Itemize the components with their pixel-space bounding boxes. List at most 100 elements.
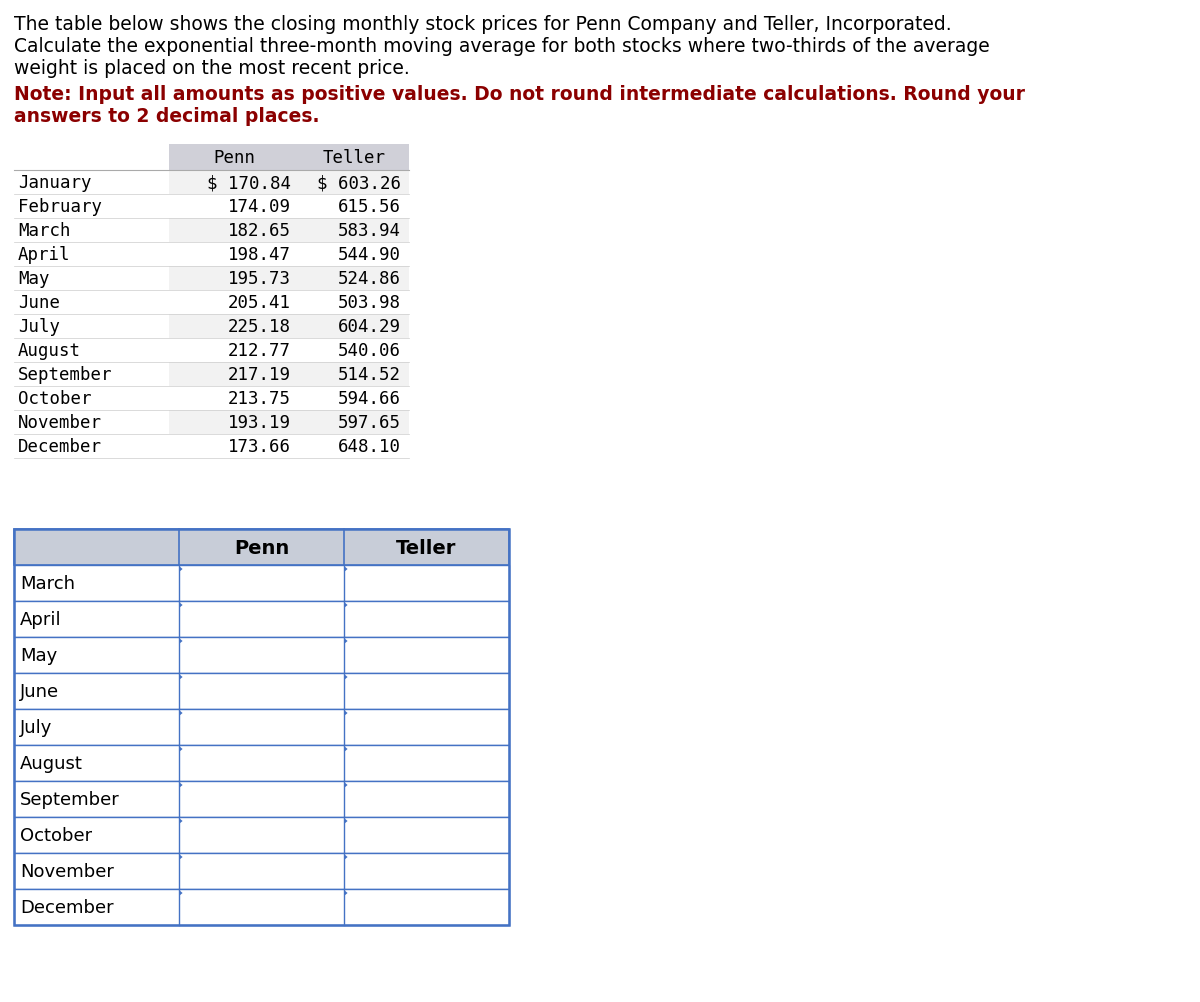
Text: 648.10: 648.10 — [338, 438, 401, 456]
Polygon shape — [344, 783, 348, 789]
Text: 212.77: 212.77 — [228, 342, 292, 360]
Text: June: June — [18, 294, 60, 312]
Polygon shape — [344, 674, 348, 680]
Polygon shape — [344, 890, 348, 896]
Bar — [169, 339, 409, 363]
Text: 182.65: 182.65 — [228, 221, 292, 239]
Text: $ 603.26: $ 603.26 — [317, 173, 401, 191]
Text: $ 170.84: $ 170.84 — [208, 173, 292, 191]
Text: October: October — [20, 827, 92, 844]
Text: 225.18: 225.18 — [228, 318, 292, 336]
Bar — [169, 411, 409, 435]
Bar — [169, 387, 409, 411]
Polygon shape — [344, 602, 348, 608]
Text: 205.41: 205.41 — [228, 294, 292, 312]
Text: November: November — [18, 414, 102, 432]
Bar — [169, 267, 409, 291]
Bar — [169, 363, 409, 387]
Bar — [169, 218, 409, 242]
Text: August: August — [20, 755, 83, 773]
Text: Teller: Teller — [323, 149, 385, 167]
Polygon shape — [179, 674, 182, 680]
Bar — [169, 194, 409, 218]
Text: 604.29: 604.29 — [338, 318, 401, 336]
Text: November: November — [20, 862, 114, 880]
Text: Note: Input all amounts as positive values. Do not round intermediate calculatio: Note: Input all amounts as positive valu… — [14, 85, 1025, 104]
Polygon shape — [344, 854, 348, 860]
Text: 174.09: 174.09 — [228, 197, 292, 215]
Text: May: May — [20, 646, 58, 664]
Polygon shape — [179, 854, 182, 860]
Text: 503.98: 503.98 — [338, 294, 401, 312]
Text: 198.47: 198.47 — [228, 245, 292, 264]
Polygon shape — [179, 746, 182, 753]
Text: 193.19: 193.19 — [228, 414, 292, 432]
Text: 597.65: 597.65 — [338, 414, 401, 432]
Polygon shape — [179, 783, 182, 789]
Bar — [169, 315, 409, 339]
Bar — [14, 818, 509, 853]
Text: 217.19: 217.19 — [228, 366, 292, 384]
Text: The table below shows the closing monthly stock prices for Penn Company and Tell: The table below shows the closing monthl… — [14, 15, 952, 34]
Text: 544.90: 544.90 — [338, 245, 401, 264]
Polygon shape — [179, 638, 182, 644]
Text: September: September — [18, 366, 113, 384]
Text: March: March — [18, 221, 71, 239]
Text: December: December — [18, 438, 102, 456]
Text: 594.66: 594.66 — [338, 390, 401, 408]
Text: 213.75: 213.75 — [228, 390, 292, 408]
Text: weight is placed on the most recent price.: weight is placed on the most recent pric… — [14, 59, 409, 78]
Text: Penn: Penn — [214, 149, 256, 167]
Polygon shape — [179, 710, 182, 716]
Text: 195.73: 195.73 — [228, 270, 292, 288]
Bar — [14, 529, 509, 565]
Bar — [169, 242, 409, 267]
Bar — [14, 565, 509, 601]
Text: answers to 2 decimal places.: answers to 2 decimal places. — [14, 107, 319, 126]
Bar — [169, 435, 409, 459]
Text: 540.06: 540.06 — [338, 342, 401, 360]
Text: April: April — [20, 610, 61, 628]
Text: January: January — [18, 173, 91, 191]
Polygon shape — [179, 890, 182, 896]
Bar — [14, 673, 509, 709]
Bar — [14, 601, 509, 637]
Polygon shape — [344, 746, 348, 753]
Bar — [14, 709, 509, 745]
Text: 583.94: 583.94 — [338, 221, 401, 239]
Polygon shape — [179, 819, 182, 825]
Text: Calculate the exponential three-month moving average for both stocks where two-t: Calculate the exponential three-month mo… — [14, 37, 990, 56]
Bar — [14, 782, 509, 818]
Text: 514.52: 514.52 — [338, 366, 401, 384]
Polygon shape — [344, 566, 348, 572]
Bar — [169, 145, 409, 170]
Polygon shape — [344, 819, 348, 825]
Text: May: May — [18, 270, 49, 288]
Polygon shape — [179, 602, 182, 608]
Text: December: December — [20, 898, 114, 916]
Text: June: June — [20, 682, 59, 700]
Text: March: March — [20, 574, 74, 592]
Text: Teller: Teller — [396, 538, 457, 557]
Bar — [14, 889, 509, 925]
Polygon shape — [344, 638, 348, 644]
Bar — [14, 853, 509, 889]
Bar — [169, 170, 409, 194]
Bar — [169, 291, 409, 315]
Text: 615.56: 615.56 — [338, 197, 401, 215]
Text: July: July — [18, 318, 60, 336]
Text: 524.86: 524.86 — [338, 270, 401, 288]
Text: 173.66: 173.66 — [228, 438, 292, 456]
Text: February: February — [18, 197, 102, 215]
Polygon shape — [344, 710, 348, 716]
Bar — [14, 637, 509, 673]
Text: Penn: Penn — [234, 538, 289, 557]
Text: April: April — [18, 245, 71, 264]
Text: September: September — [20, 791, 120, 809]
Text: August: August — [18, 342, 82, 360]
Bar — [14, 745, 509, 782]
Bar — [14, 529, 509, 925]
Text: October: October — [18, 390, 91, 408]
Polygon shape — [179, 566, 182, 572]
Text: July: July — [20, 718, 53, 736]
